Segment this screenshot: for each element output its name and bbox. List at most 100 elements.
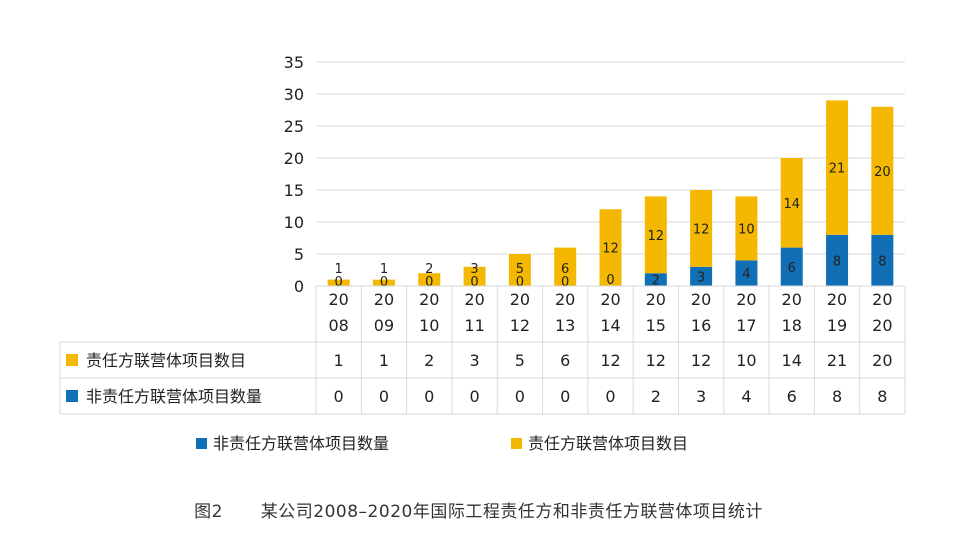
legend: 非责任方联营体项目数量 责任方联营体项目数目: [196, 434, 688, 453]
x-tick-label: 17: [736, 316, 756, 335]
data-label: 10: [738, 222, 755, 237]
table-cell: 6: [560, 351, 570, 370]
table-cell: 20: [872, 351, 892, 370]
table-cell: 1: [379, 351, 389, 370]
data-label: 1: [335, 262, 343, 277]
y-tick-label: 15: [284, 181, 304, 200]
x-tick-label: 16: [691, 316, 711, 335]
bar-segment: [644, 273, 667, 286]
table-legend-swatch: [66, 354, 78, 366]
x-tick-label: 20: [464, 290, 484, 309]
table-cell: 2: [651, 387, 661, 406]
bar-segment: [327, 279, 350, 286]
legend-swatch: [196, 438, 207, 449]
data-label: 8: [878, 254, 886, 269]
data-label: 3: [470, 262, 478, 277]
y-tick-label: 20: [284, 149, 304, 168]
data-label: 5: [516, 262, 524, 277]
bar-segment: [826, 100, 849, 235]
data-label: 1: [380, 262, 388, 277]
x-tick-label: 20: [419, 290, 439, 309]
x-tick-label: 09: [374, 316, 394, 335]
data-label: 0: [470, 275, 478, 290]
data-label: 8: [833, 254, 841, 269]
bar-segment: [508, 254, 531, 286]
data-label: 4: [742, 267, 750, 282]
bar-segment: [826, 234, 849, 286]
x-tick-label: 11: [464, 316, 484, 335]
x-tick-label: 13: [555, 316, 575, 335]
x-tick-label: 20: [328, 290, 348, 309]
x-tick-label: 18: [782, 316, 802, 335]
bar-segment: [372, 279, 395, 286]
data-label: 14: [783, 197, 800, 212]
bar-segment: [463, 266, 486, 286]
y-tick-label: 10: [284, 213, 304, 232]
data-label: 0: [425, 275, 433, 290]
table-legend-swatch: [66, 390, 78, 402]
data-label: 12: [602, 242, 619, 257]
data-label: 12: [693, 222, 710, 237]
bar-segment: [735, 196, 758, 261]
data-label: 0: [606, 273, 614, 288]
table-cell: 14: [782, 351, 802, 370]
x-tick-label: 20: [555, 290, 575, 309]
data-label: 6: [561, 262, 569, 277]
data-label: 0: [335, 275, 343, 290]
table-cell: 0: [469, 387, 479, 406]
bar-segment: [690, 190, 713, 267]
x-tick-label: 20: [782, 290, 802, 309]
bars: [327, 100, 894, 286]
x-tick-label: 20: [872, 290, 892, 309]
table-cell: 21: [827, 351, 847, 370]
table-cell: 1: [334, 351, 344, 370]
y-tick-label: 35: [284, 53, 304, 72]
y-tick-label: 5: [294, 245, 304, 264]
legend-label: 责任方联营体项目数目: [528, 434, 688, 453]
table-cell: 10: [736, 351, 756, 370]
table-row-label: 责任方联营体项目数目: [86, 351, 246, 370]
x-tick-label: 20: [510, 290, 530, 309]
table-cell: 6: [787, 387, 797, 406]
data-label: 21: [829, 162, 846, 177]
bar-segment: [644, 196, 667, 274]
figure-caption: 图2 某公司2008–2020年国际工程责任方和非责任方联营体项目统计: [0, 497, 957, 522]
bar-segment: [690, 266, 713, 286]
table-cell: 2: [424, 351, 434, 370]
bar-segment: [418, 273, 441, 286]
data-label: 12: [648, 229, 665, 244]
bar-segment: [871, 234, 894, 286]
table-cell: 12: [691, 351, 711, 370]
bar-segment: [735, 260, 758, 286]
data-label: 0: [561, 275, 569, 290]
y-tick-label: 30: [284, 85, 304, 104]
y-tick-label: 0: [294, 277, 304, 296]
x-tick-label: 10: [419, 316, 439, 335]
y-axis: 0 5 10 15 20 25 30 35: [284, 53, 304, 296]
x-tick-label: 20: [646, 290, 666, 309]
legend-label: 非责任方联营体项目数量: [213, 434, 389, 453]
x-tick-label: 20: [827, 290, 847, 309]
bar-segment: [780, 247, 803, 286]
bar-segment: [780, 158, 803, 248]
table-cell: 0: [424, 387, 434, 406]
legend-swatch: [511, 438, 522, 449]
x-tick-label: 20: [600, 290, 620, 309]
table-row-label: 非责任方联营体项目数量: [86, 387, 262, 406]
table-cell: 8: [877, 387, 887, 406]
bar-segment: [554, 247, 577, 286]
data-table: 2008200920102011201220132014201520162017…: [59, 285, 906, 415]
x-tick-label: 20: [374, 290, 394, 309]
table-cell: 8: [832, 387, 842, 406]
table-cell: 12: [646, 351, 666, 370]
x-tick-label: 20: [872, 316, 892, 335]
figure-number: 图2: [194, 502, 223, 522]
bar-segment: [599, 209, 622, 286]
x-tick-label: 08: [328, 316, 348, 335]
table-cell: 4: [741, 387, 751, 406]
table-cell: 12: [600, 351, 620, 370]
x-tick-label: 14: [600, 316, 620, 335]
x-tick-label: 20: [736, 290, 756, 309]
table-cell: 3: [469, 351, 479, 370]
